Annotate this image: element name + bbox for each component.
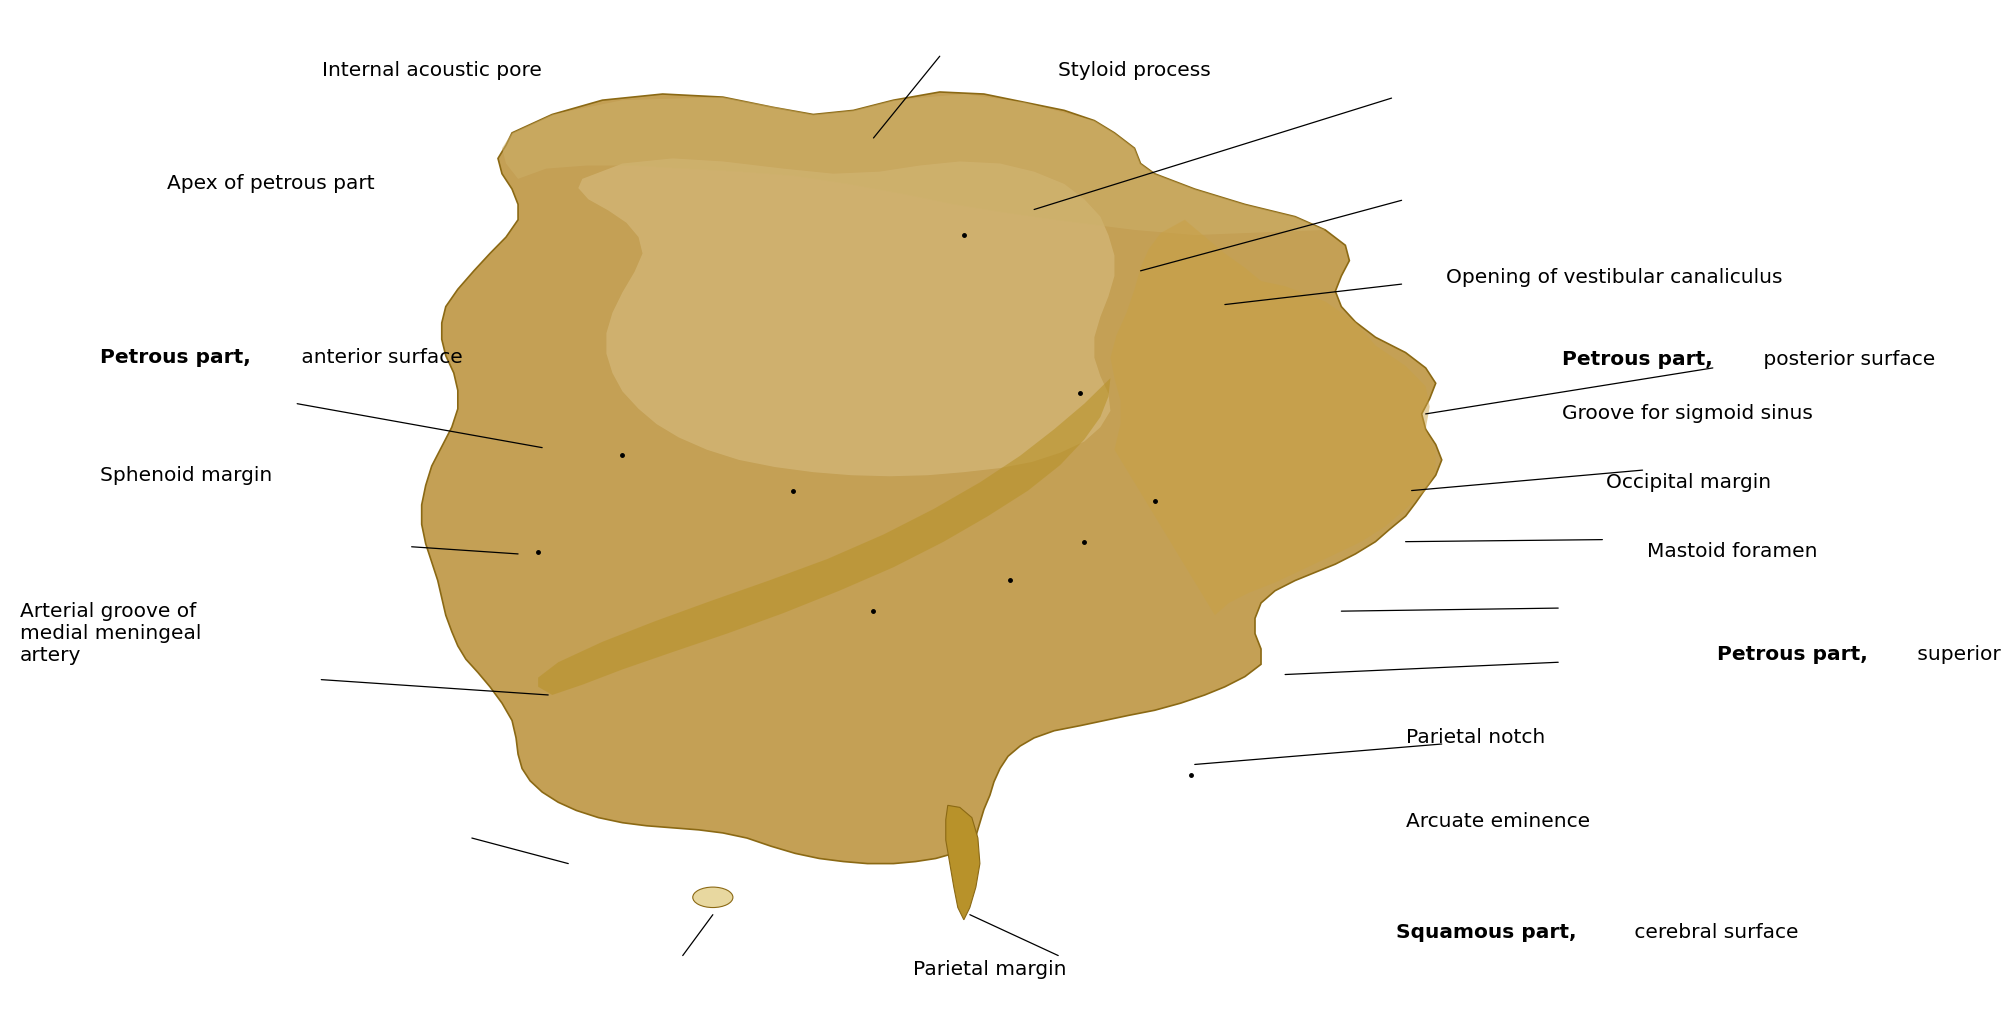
Text: Groove for sigmoid sinus: Groove for sigmoid sinus — [1561, 405, 1812, 423]
Text: Petrous part,: Petrous part, — [1561, 351, 1712, 369]
Text: Occipital margin: Occipital margin — [1606, 473, 1770, 492]
Text: superior surface: superior surface — [1911, 645, 2007, 663]
Polygon shape — [538, 378, 1110, 695]
Text: Opening of vestibular canaliculus: Opening of vestibular canaliculus — [1445, 269, 1782, 287]
Text: cerebral surface: cerebral surface — [1628, 923, 1798, 941]
Circle shape — [692, 887, 733, 908]
Text: Parietal notch: Parietal notch — [1405, 729, 1543, 747]
Text: anterior surface: anterior surface — [295, 349, 462, 367]
Text: Petrous part,: Petrous part, — [1716, 645, 1867, 663]
Polygon shape — [578, 158, 1114, 476]
Text: posterior surface: posterior surface — [1756, 351, 1935, 369]
Text: Mastoid foramen: Mastoid foramen — [1646, 543, 1816, 561]
Text: Arcuate eminence: Arcuate eminence — [1405, 812, 1590, 831]
Polygon shape — [502, 94, 1325, 235]
Text: Sphenoid margin: Sphenoid margin — [100, 466, 273, 484]
Text: Parietal margin: Parietal margin — [913, 960, 1066, 979]
Text: Apex of petrous part: Apex of petrous part — [167, 175, 373, 193]
Polygon shape — [1110, 220, 1435, 615]
Polygon shape — [421, 92, 1441, 864]
Text: Squamous part,: Squamous part, — [1395, 923, 1575, 941]
Text: Internal acoustic pore: Internal acoustic pore — [323, 61, 542, 81]
Text: Styloid process: Styloid process — [1058, 61, 1210, 81]
Polygon shape — [945, 805, 979, 920]
Text: Arterial groove of
medial meningeal
artery: Arterial groove of medial meningeal arte… — [20, 602, 201, 665]
Text: Petrous part,: Petrous part, — [100, 349, 251, 367]
